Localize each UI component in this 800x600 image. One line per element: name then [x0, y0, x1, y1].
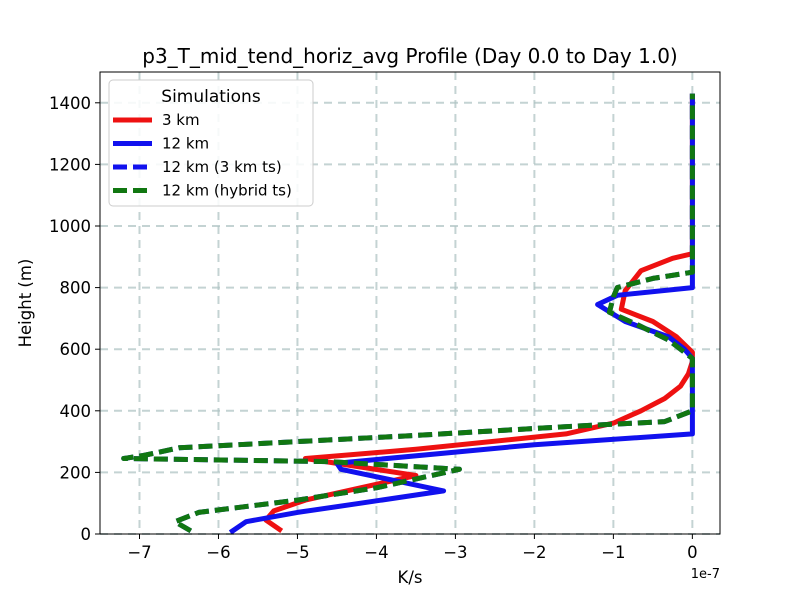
chart-title: p3_T_mid_tend_horiz_avg Profile (Day 0.0…	[142, 44, 677, 68]
series-line-12-km	[228, 93, 695, 535]
legend-label: 12 km (3 km ts)	[162, 158, 282, 176]
y-tick-label: 800	[60, 279, 92, 298]
y-tick-label: 400	[60, 402, 92, 421]
x-tick-label: −2	[522, 543, 546, 562]
x-tick-label: 0	[687, 543, 698, 562]
x-tick-label: −3	[443, 543, 467, 562]
legend-label: 12 km (hybrid ts)	[162, 182, 292, 200]
legend-entries: 3 km 12 km 12 km (3 km ts) 12 km (hybrid ts…	[113, 111, 292, 200]
x-tick-label: −4	[364, 543, 388, 562]
y-tick-label: 0	[81, 525, 92, 544]
x-axis-ticks: −7 −6 −5 −4 −3 −2 −1 0	[127, 534, 698, 562]
legend: Simulations 3 km 12 km 12 km (3 km ts) 12 k…	[108, 79, 314, 207]
x-tick-label: −6	[206, 543, 230, 562]
legend-title: Simulations	[161, 87, 261, 107]
series-line-12-km-hybrid-ts	[121, 93, 695, 534]
plot-frame	[99, 71, 721, 535]
y-tick-label: 200	[60, 463, 92, 482]
legend-label: 12 km	[162, 135, 209, 153]
y-tick-label: 1400	[49, 94, 91, 113]
y-tick-label: 1200	[49, 155, 91, 174]
y-axis-label: Height (m)	[16, 259, 35, 348]
x-axis-offset-text: 1e-7	[691, 567, 720, 582]
x-axis-label: K/s	[398, 568, 423, 587]
y-tick-label: 1000	[49, 217, 91, 236]
x-tick-label: −5	[285, 543, 309, 562]
y-axis-ticks: 0 200 400 600 800 1000 1200 1400	[49, 94, 100, 544]
legend-box	[108, 79, 314, 207]
x-tick-label: −7	[127, 543, 151, 562]
y-tick-label: 600	[60, 340, 92, 359]
plot-lines	[121, 93, 695, 535]
legend-label: 3 km	[162, 111, 200, 129]
x-tick-label: −1	[601, 543, 625, 562]
